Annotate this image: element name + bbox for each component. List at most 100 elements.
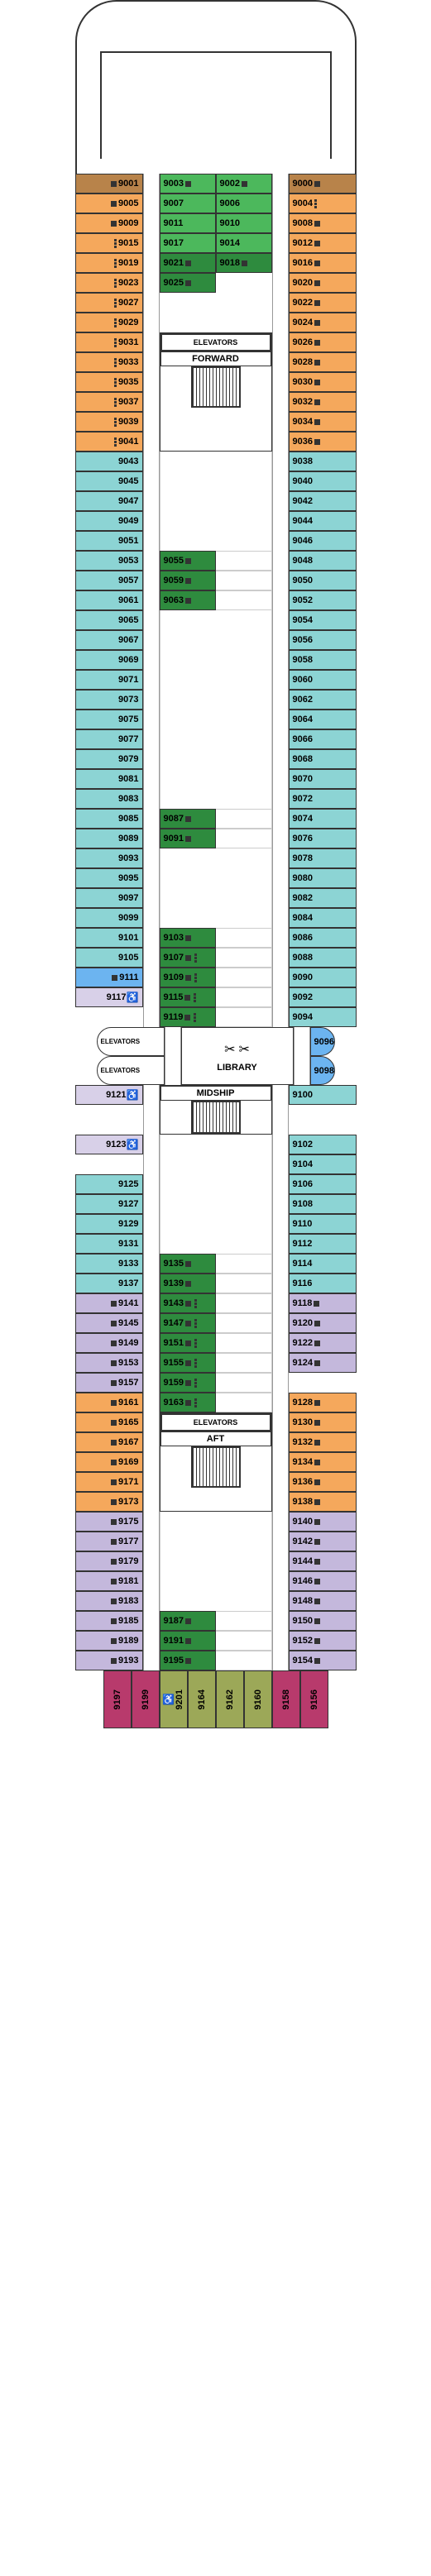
library-section: ELEVATORS ELEVATORS ✂✂ LIBRARY 90969098	[0, 1027, 431, 1085]
cabin-number: 9105	[118, 953, 138, 963]
cabin-number: 9049	[118, 516, 138, 526]
cabin-number: 9139	[164, 1278, 184, 1288]
dots-marker-icon	[114, 378, 117, 387]
forward-center: ELEVATORS FORWARD	[160, 332, 272, 452]
cabin-number: 9011	[164, 218, 184, 228]
corridor	[272, 1591, 289, 1611]
cabin-row: 915391559124	[0, 1353, 431, 1373]
cabin: 9146	[289, 1571, 357, 1591]
center-void	[160, 1154, 272, 1174]
cabin: 9069	[75, 650, 143, 670]
cabin-number: 9112	[293, 1239, 313, 1249]
cabin: 9061	[75, 590, 143, 610]
cabin-row: 906190639052	[0, 590, 431, 610]
cabin: 9038	[289, 452, 357, 471]
cabin-number: 9072	[293, 794, 313, 804]
cabin-number: 9026	[293, 337, 313, 347]
cabin-number: 9001	[118, 179, 138, 189]
corridor	[272, 551, 289, 571]
cabin-number: 9018	[220, 258, 240, 268]
cabin-number: 9137	[118, 1278, 138, 1288]
cabin: 9175	[75, 1512, 143, 1532]
cabin-number: 9110	[293, 1219, 313, 1229]
corridor	[143, 1313, 160, 1333]
cabin: 9052	[289, 590, 357, 610]
corridor	[272, 987, 289, 1007]
cabin-number: 9108	[293, 1199, 313, 1209]
cabin: 9165	[75, 1412, 143, 1432]
cabin: 9001	[75, 174, 143, 194]
corridor	[272, 670, 289, 690]
square-marker-icon	[111, 1638, 117, 1644]
cabin-number: 9082	[293, 893, 313, 903]
cabin-number: 9142	[293, 1537, 313, 1546]
cabin-row: 91299110	[0, 1214, 431, 1234]
cabin: 9051	[75, 531, 143, 551]
cabin: 9187	[160, 1611, 216, 1631]
square-marker-icon	[111, 1341, 117, 1346]
center-void	[160, 670, 272, 690]
cabin-number: 9061	[118, 595, 138, 605]
corridor	[143, 1532, 160, 1551]
ship-bow	[75, 0, 357, 174]
cabin: 9181	[75, 1571, 143, 1591]
cabin-row: 910191039086	[0, 928, 431, 948]
cabin-number: 9055	[164, 556, 184, 566]
cabin-row: 91259106	[0, 1174, 431, 1194]
cabin: 9118	[289, 1293, 357, 1313]
cabin-number: 9050	[293, 576, 313, 585]
stern-cabin: 9164	[188, 1670, 216, 1728]
scissors-icon: ✂	[224, 1041, 235, 1058]
cabin-number: 9053	[118, 556, 138, 566]
corridor	[143, 968, 160, 987]
cabin	[160, 313, 216, 332]
square-marker-icon	[314, 1519, 320, 1525]
cabin-row: 902390259020	[0, 273, 431, 293]
cabin-number: 9007	[164, 198, 184, 208]
cabin-row: 90839072	[0, 789, 431, 809]
cabin-number: 9099	[118, 913, 138, 923]
dots-marker-icon	[194, 1379, 197, 1388]
cabin-row: 90439038	[0, 452, 431, 471]
square-marker-icon	[185, 1618, 191, 1624]
cabin-number: 9010	[220, 218, 240, 228]
cabin-number: 9044	[293, 516, 313, 526]
cabin-row: 919391959154	[0, 1651, 431, 1670]
library-label: LIBRARY	[182, 1061, 293, 1074]
corridor	[272, 233, 289, 253]
square-marker-icon	[185, 280, 191, 286]
cabin: 9026	[289, 332, 357, 352]
cabin-number: 9091	[164, 834, 184, 844]
cabin-row: 91199094	[0, 1007, 431, 1027]
square-marker-icon	[314, 439, 320, 445]
stern-cabin: 9197	[103, 1670, 132, 1728]
square-marker-icon	[314, 1658, 320, 1664]
cabin-number: 9123	[106, 1140, 126, 1149]
cabin: 9097	[75, 888, 143, 908]
cabin: 9111	[75, 968, 143, 987]
cabin: 9179	[75, 1551, 143, 1571]
cabin: 9086	[289, 928, 357, 948]
cabin-number: 9065	[118, 615, 138, 625]
cabin-number: 9047	[118, 496, 138, 506]
cabin: 9122	[289, 1333, 357, 1353]
cabin: 9183	[75, 1591, 143, 1611]
corridor	[143, 491, 160, 511]
cabin: 9099	[75, 908, 143, 928]
cabin: 9032	[289, 392, 357, 412]
cabin: 9096	[310, 1027, 335, 1056]
center-void	[160, 789, 272, 809]
square-marker-icon	[111, 1460, 117, 1465]
corridor	[272, 491, 289, 511]
cabin: 9047	[75, 491, 143, 511]
corridor	[143, 848, 160, 868]
cabin-number: 9021	[164, 258, 184, 268]
forward-stairs-icon	[191, 366, 241, 408]
cabin: 9024	[289, 313, 357, 332]
cabin-number: 9088	[293, 953, 313, 963]
cabin: 9053	[75, 551, 143, 571]
cabin: 9074	[289, 809, 357, 829]
corridor	[272, 809, 289, 829]
corridor	[143, 987, 160, 1007]
center-void	[160, 1135, 272, 1154]
